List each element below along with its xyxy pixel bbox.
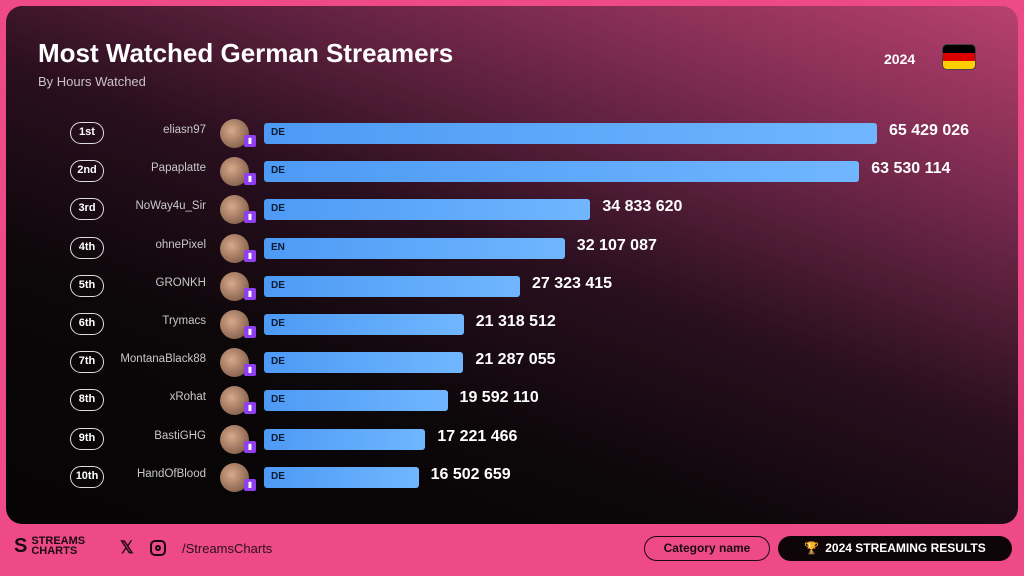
streamer-name: BastiGHG [154,429,206,442]
rank-badge: 4th [70,236,104,259]
bar-row: 7th MontanaBlack88 ▮ DE 21 287 055 [6,348,1018,378]
bar-row: 10th HandOfBlood ▮ DE 16 502 659 [6,462,1018,493]
streamer-name: Papaplatte [151,162,206,175]
language-tag: DE [271,394,285,406]
twitch-icon: ▮ [244,211,256,224]
bar-row: 8th xRohat ▮ DE 19 592 110 [6,386,1018,416]
bar: DE [264,314,464,335]
bar-row: 3rd NoWay4u_Sir ▮ DE 34 833 620 [6,195,1018,225]
rank-badge: 7th [70,351,104,374]
rank-badge: 10th [70,465,104,488]
streamer-name: ohnePixel [155,238,206,251]
twitch-icon: ▮ [244,249,256,262]
twitch-icon: ▮ [244,364,256,377]
logo-text-2: CHARTS [31,545,78,557]
value-label: 27 323 415 [531,274,613,292]
value-label: 16 502 659 [430,465,511,483]
chart-panel: Most Watched German Streamers By Hours W… [6,6,1018,524]
value-label: 17 221 466 [437,427,518,445]
streamer-name: Trymacs [162,315,206,327]
rank-badge: 1st [70,122,104,144]
twitch-icon: ▮ [244,478,256,491]
streamer-name: NoWay4u_Sir [135,200,206,213]
logo-icon: S [14,535,28,557]
language-tag: DE [271,356,285,368]
value-label: 65 429 026 [889,122,970,139]
value-label: 21 318 512 [475,313,556,330]
value-label: 21 287 055 [475,351,556,369]
streams-charts-logo[interactable]: S STREAMS CHARTS [14,535,86,557]
streaming-results-button[interactable]: 🏆 2024 STREAMING RESULTS [778,536,1012,561]
bar-row: 9th BastiGHG ▮ DE 17 221 466 [6,424,1018,455]
social-handle[interactable]: /StreamsCharts [182,541,273,556]
category-name-button[interactable]: Category name [644,536,770,561]
twitch-icon: ▮ [244,326,256,338]
results-label: 2024 STREAMING RESULTS [825,541,986,555]
streamer-name: xRohat [169,391,206,404]
bar: DE [264,352,464,374]
value-label: 32 107 087 [576,236,657,254]
rank-badge: 8th [70,389,104,412]
bar: DE [264,123,877,144]
streamer-name: GRONKH [155,276,206,289]
logo-text-1: STREAMS [31,535,86,547]
language-tag: DE [271,165,285,177]
germany-flag-icon [942,44,976,70]
bar: DE [264,390,448,412]
twitch-icon: ▮ [244,402,256,415]
language-tag: DE [271,318,285,329]
twitch-icon: ▮ [244,135,256,147]
bar-row: 2nd Papaplatte ▮ DE 63 530 114 [6,157,1018,187]
bar: DE [264,199,591,221]
bar: DE [264,161,860,183]
bar-row: 1st eliasn97 ▮ DE 65 429 026 [6,119,1018,149]
rank-badge: 3rd [70,198,104,221]
instagram-icon[interactable] [150,540,166,556]
value-label: 34 833 620 [602,198,683,216]
rank-badge: 5th [70,274,104,297]
rank-badge: 6th [70,313,104,335]
trophy-icon: 🏆 [804,541,820,555]
value-label: 19 592 110 [459,389,539,407]
streamer-name: MontanaBlack88 [120,353,206,366]
bar: DE [264,428,426,450]
bar: DE [264,275,520,297]
twitch-icon: ▮ [244,287,256,300]
bar-row: 6th Trymacs ▮ DE 21 318 512 [6,310,1018,340]
value-label: 63 530 114 [871,160,951,178]
page-title: Most Watched German Streamers [38,38,454,68]
rank-badge: 9th [70,427,104,450]
streamer-name: HandOfBlood [136,467,206,480]
language-tag: DE [271,279,285,291]
page-subtitle: By Hours Watched [38,74,146,89]
language-tag: DE [271,203,285,215]
twitch-icon: ▮ [244,173,256,186]
bar-row: 5th GRONKH ▮ DE 27 323 415 [6,271,1018,302]
language-tag: EN [271,241,285,253]
bar: EN [264,237,565,259]
language-tag: DE [271,127,285,138]
year-label: 2024 [884,51,916,67]
bar-row: 4th ohnePixel ▮ EN 32 107 087 [6,233,1018,264]
bar: DE [264,466,419,488]
streamer-name: eliasn97 [163,124,206,136]
footer: S STREAMS CHARTS 𝕏 /StreamsCharts Category… [0,524,1024,576]
language-tag: DE [271,432,285,444]
twitch-icon: ▮ [244,440,256,453]
rank-badge: 2nd [70,160,104,183]
language-tag: DE [271,470,285,482]
x-icon[interactable]: 𝕏 [120,538,134,557]
